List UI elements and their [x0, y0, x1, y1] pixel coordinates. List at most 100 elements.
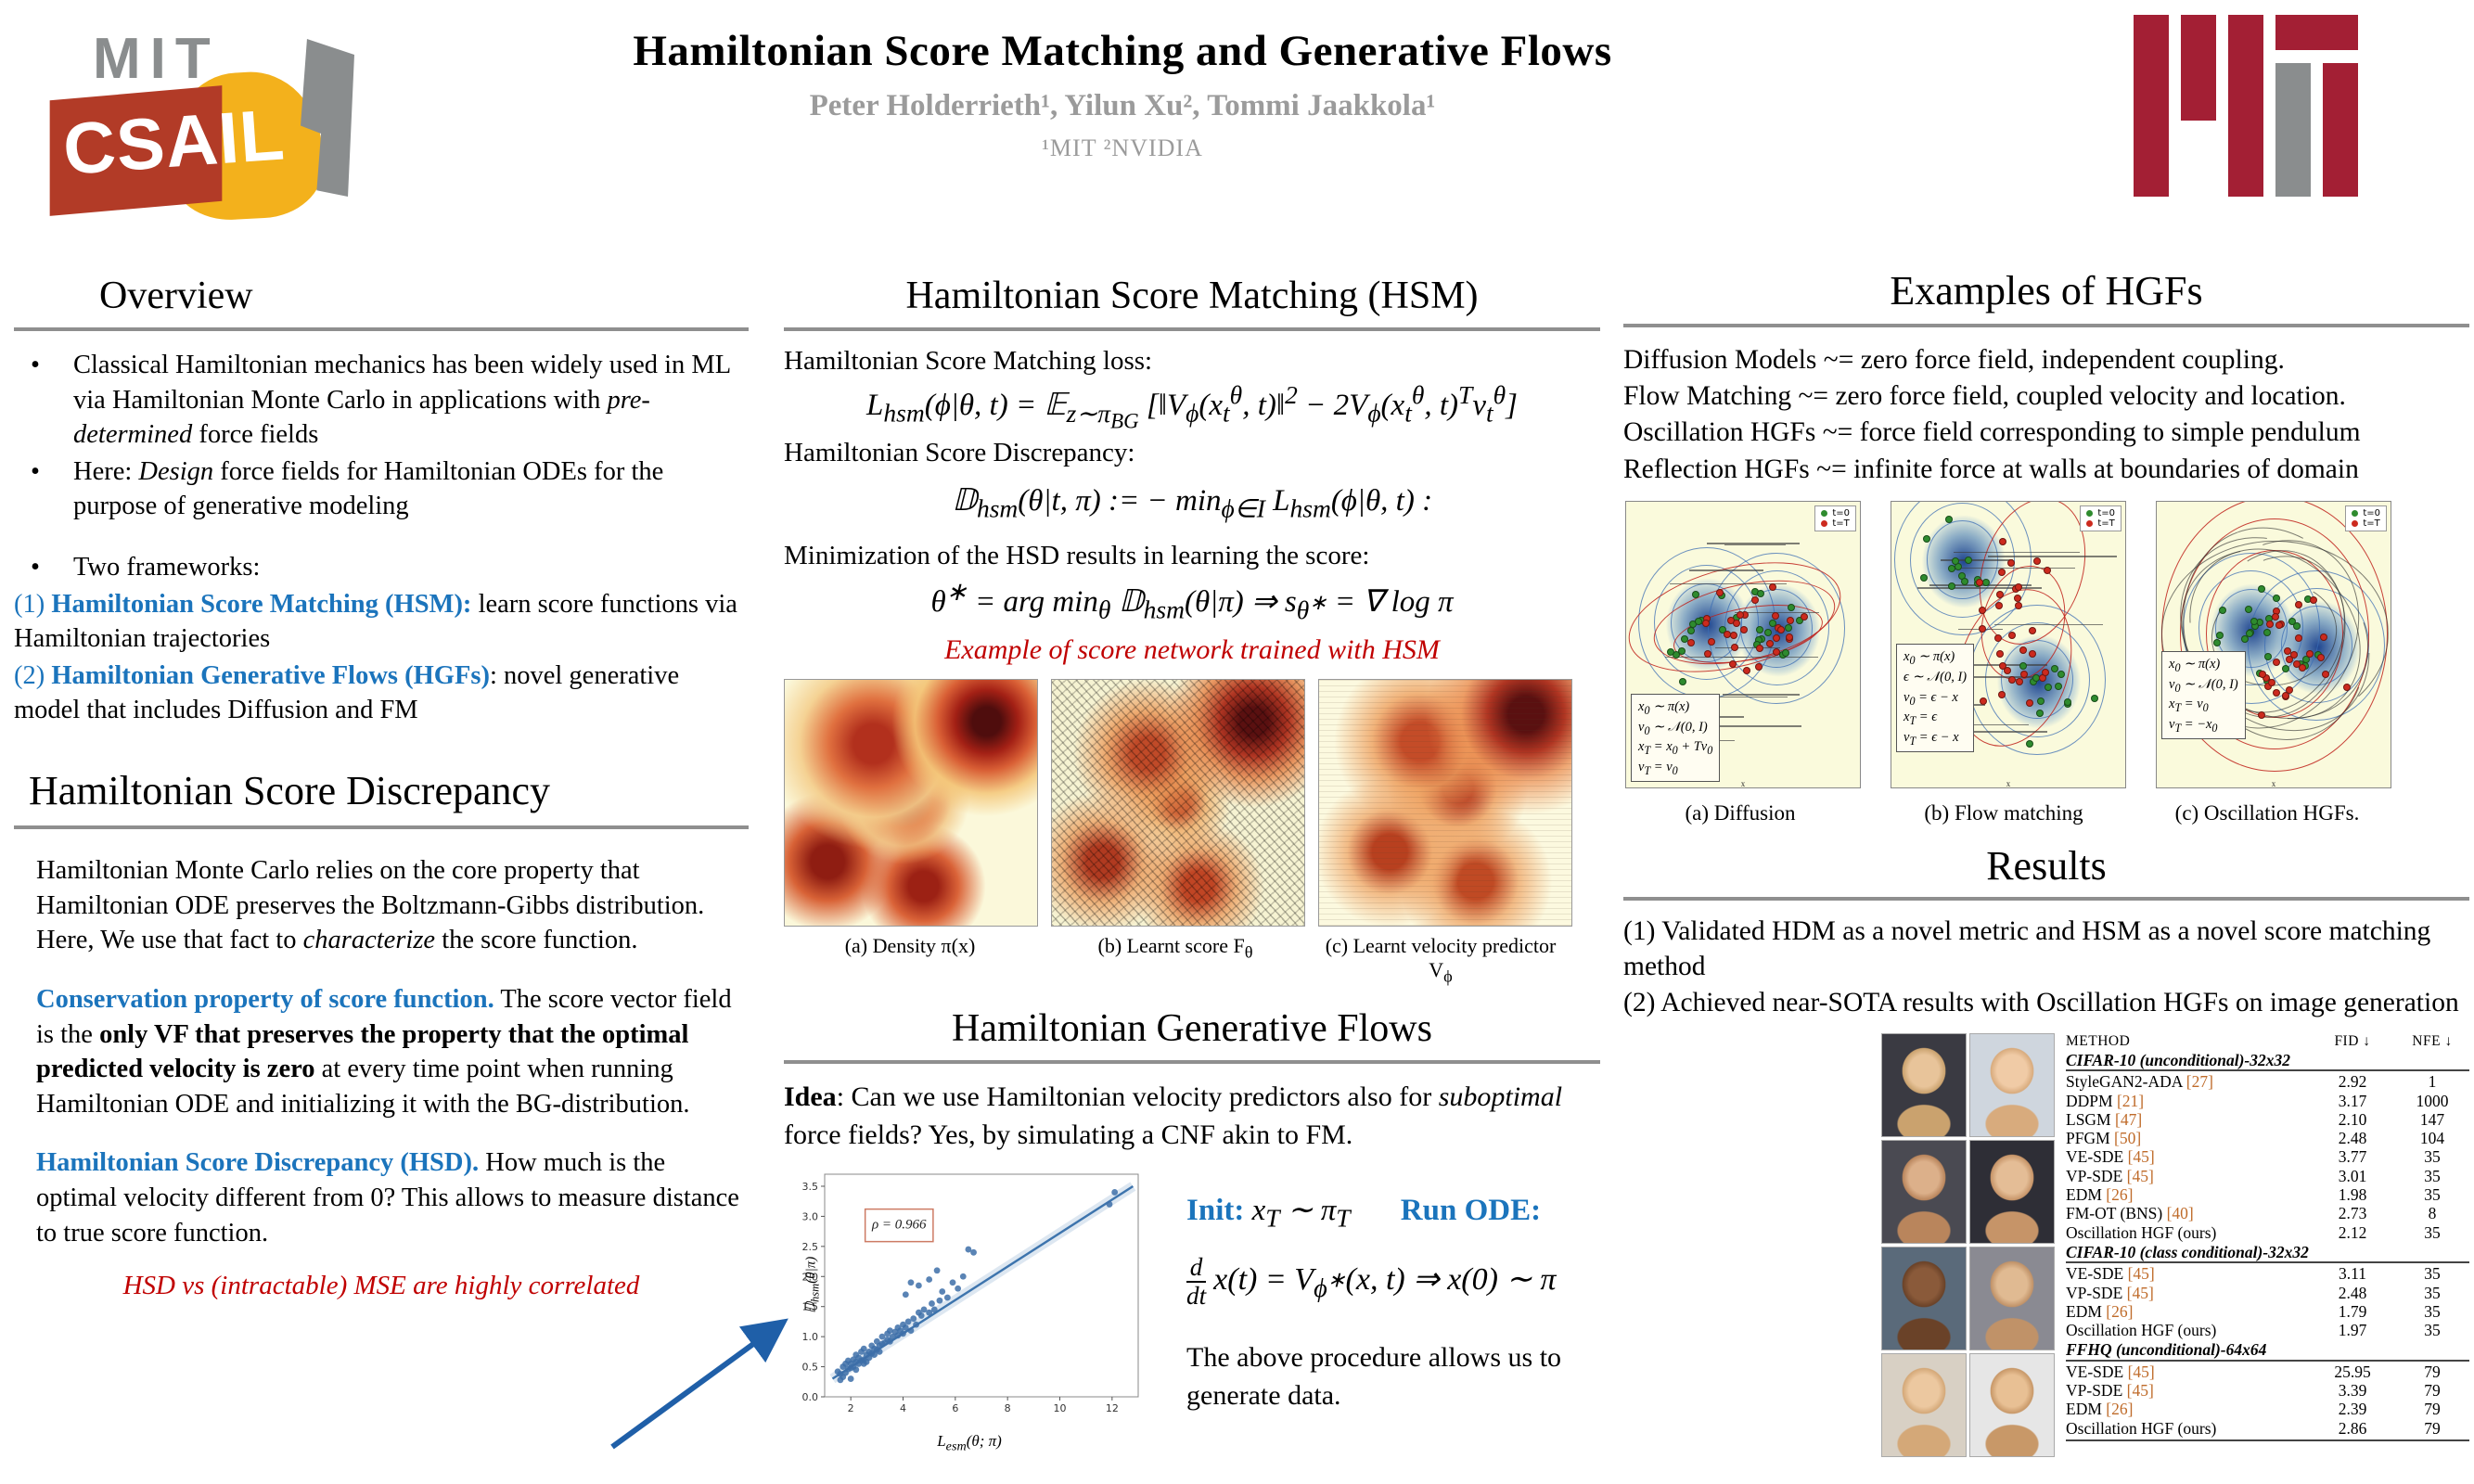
sample-dot [1997, 691, 2006, 699]
inset-equation: x0 ∼ π(x) [1904, 649, 1955, 668]
rho-annotation-box [864, 1208, 934, 1243]
method-cell: Oscillation HGF (ours) [2066, 1418, 2217, 1438]
legend-label: t=T [1832, 518, 1850, 529]
fid-cell: 2.73 [2338, 1204, 2367, 1223]
csail-logo: MIT CSAIL [39, 9, 354, 224]
sample-dot [2033, 557, 2042, 566]
overview-bullet-3: • Two frameworks: [31, 550, 749, 585]
trajectory-line [1722, 694, 1800, 696]
mit-logo [2134, 15, 2358, 197]
trajectory-line [1692, 725, 1801, 727]
sample-dot [1994, 634, 2003, 643]
trajectory-line [1724, 544, 1786, 546]
scatter-point [913, 1321, 919, 1328]
sample-dot [1703, 650, 1711, 659]
nfe-cell: 35 [2424, 1185, 2441, 1205]
nfe-cell: 35 [2424, 1222, 2441, 1242]
x-tick-label: 12 [1106, 1402, 1119, 1414]
framework-2: (2) Hamiltonian Generative Flows (HGFs):… [14, 660, 680, 725]
sample-dot [1995, 591, 2004, 599]
sample-dot [2258, 711, 2266, 720]
sample-dot [1785, 633, 1793, 642]
hsd-heading: Hamiltonian Score Discrepancy [29, 768, 551, 814]
hsd-def-formula: 𝔻hsm(θ|t, π) := − minϕ∈I Lhsm(ϕ|θ, t) : [951, 484, 1433, 523]
init-formula: xT ∼ πT [1251, 1194, 1351, 1233]
hgf-caption-b: (b) Flow matching [1924, 800, 2083, 825]
sample-dot [1766, 639, 1775, 647]
sample-dot [2262, 628, 2271, 636]
sample-dot [1756, 589, 1764, 597]
figure-caption-c: (c) Learnt velocity predictor Vϕ [1325, 934, 1557, 986]
scatter-point [907, 1327, 915, 1335]
plot-x-axis-label: x [2006, 778, 2011, 788]
table-row: EDM [26] 1.98 35 [2066, 1185, 2469, 1204]
legend-dot [2352, 519, 2359, 527]
init-label: Init [1186, 1194, 1235, 1227]
plot-x-axis-label: x [1740, 778, 1746, 788]
x-tick-label: 6 [952, 1402, 958, 1414]
nfe-cell: 35 [2424, 1264, 2441, 1284]
scatter-point [1111, 1189, 1119, 1196]
sample-dot [2245, 605, 2253, 613]
citation-ref: [26] [2106, 1301, 2134, 1321]
nfe-cell: 1000 [2416, 1091, 2449, 1110]
table-header-row: METHOD FID ↓ NFE ↓ [2066, 1033, 2469, 1050]
sample-dot [1772, 634, 1780, 643]
hsd-def-label: Hamiltonian Score Discrepancy: [784, 438, 1135, 467]
fid-cell: 2.10 [2338, 1109, 2367, 1129]
inset-equation: xT = ϵ [1904, 710, 1938, 728]
scatter-point [939, 1288, 946, 1295]
method-cell: Oscillation HGF (ours) [2066, 1321, 2217, 1340]
sample-dot [2036, 697, 2045, 705]
sample-dot [1978, 624, 1986, 633]
legend-dot [2086, 519, 2094, 527]
sample-dot [1945, 516, 1954, 524]
fid-cell: 3.17 [2338, 1091, 2367, 1110]
hgf-plot-diffusion: t=0 t=T x0 ∼ π(x) v0 ∼ 𝒩(0, I) xT = x0 + Tv0… [1625, 500, 1861, 788]
poster-affiliations: ¹MIT ²NVIDIA [1042, 134, 1203, 161]
face-photo [1881, 1139, 1967, 1244]
table-row: VP-SDE [45] 3.39 79 [2066, 1381, 2469, 1400]
hgf-example-plots: t=0 t=T x0 ∼ π(x) v0 ∼ 𝒩(0, I) xT = x0 + Tv0… [1625, 500, 2469, 788]
sample-dot [1781, 648, 1789, 657]
sample-dot [2292, 621, 2301, 630]
col-method: METHOD [2066, 1032, 2131, 1049]
sample-dot [2063, 698, 2071, 707]
fid-cell: 25.95 [2334, 1362, 2371, 1381]
sample-dot [1733, 620, 1741, 628]
y-tick-label: 3.5 [802, 1181, 819, 1193]
plot-legend: t=0 t=T [2345, 505, 2387, 531]
fid-cell: 3.39 [2338, 1380, 2367, 1400]
hsm-figure-captions: (a) Density π(x) (b) Learnt score Fθ (c)… [784, 934, 1600, 986]
table-row: Oscillation HGF (ours) 2.86 79 [2066, 1419, 2469, 1438]
results-line-2: (2) Achieved near-SOTA results with Osci… [1623, 987, 2459, 1017]
ffhq-sample-grid [1881, 1032, 2055, 1457]
inset-equation: ϵ ∼ 𝒩(0, I) [1904, 669, 1968, 684]
fid-cell: 2.39 [2338, 1400, 2367, 1419]
scatter-point [920, 1306, 928, 1313]
inset-equation: vT = −x0 [2169, 717, 2218, 736]
results-heading: Results [1986, 842, 2107, 889]
sample-dot [1740, 626, 1749, 634]
hgf-plot-captions: (a) Diffusion (b) Flow matching (c) Osci… [1623, 801, 2469, 825]
sample-dot [2245, 630, 2253, 638]
trajectory-line [1687, 696, 1788, 698]
sample-dot [2286, 686, 2294, 695]
scatter-point [1106, 1201, 1113, 1208]
bullet-marker: • [31, 351, 40, 379]
inset-equation: v0 = ϵ − x [1904, 689, 1958, 708]
hsm-loss-label: Hamiltonian Score Matching loss: [784, 346, 1153, 376]
scatter-point [852, 1366, 860, 1374]
sample-dot [2258, 670, 2266, 678]
hgf-plot-flow: t=0 t=T x0 ∼ π(x) ϵ ∼ 𝒩(0, I) v0 = ϵ − x xT =… [1891, 500, 2126, 788]
legend-label: t=T [2363, 518, 2380, 529]
scatter-point [904, 1318, 912, 1325]
fid-cell: 3.01 [2338, 1166, 2367, 1185]
legend-label: t=0 [2097, 507, 2115, 518]
sample-dot [1772, 648, 1780, 657]
rho-annotation: ρ = 0.966 [871, 1217, 927, 1232]
face-photo [1969, 1246, 2055, 1350]
table-row: LSGM [47] 2.10 147 [2066, 1110, 2469, 1129]
scatter-point [926, 1276, 933, 1283]
